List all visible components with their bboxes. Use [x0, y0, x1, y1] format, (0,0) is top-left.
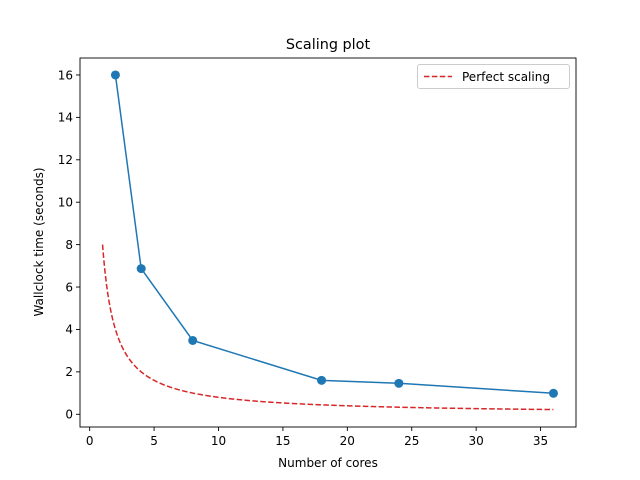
y-tick-label: 0	[65, 408, 73, 422]
perfect-scaling-line	[101, 244, 554, 411]
y-tick-label: 10	[58, 196, 73, 210]
x-axis-label: Number of cores	[278, 456, 378, 470]
x-axis-ticks: 0 5 10 15 20 25 30 35	[86, 427, 548, 448]
y-axis-label: Wallclock time (seconds)	[32, 167, 46, 316]
data-point-marker	[548, 388, 558, 398]
axes-border	[79, 57, 577, 428]
x-tick-label: 35	[533, 434, 548, 448]
x-tick-label: 25	[404, 434, 419, 448]
y-tick-label: 2	[65, 365, 73, 379]
x-tick-label: 30	[469, 434, 484, 448]
x-tick-label: 0	[86, 434, 94, 448]
data-point-marker	[136, 264, 146, 274]
legend-label: Perfect scaling	[462, 70, 550, 84]
y-axis-ticks: 0 2 4 6 8 10 12 14 16	[58, 68, 80, 422]
data-point-marker	[317, 375, 327, 385]
axes-frame	[79, 57, 577, 428]
plot-area	[80, 58, 576, 427]
y-tick-label: 6	[65, 280, 73, 294]
plot-background	[80, 58, 576, 427]
legend: Perfect scaling	[417, 64, 570, 89]
legend-box	[417, 64, 570, 89]
y-tick-label: 14	[58, 111, 73, 125]
y-tick-label: 12	[58, 153, 73, 167]
x-tick-label: 10	[211, 434, 226, 448]
measured-series-line	[110, 70, 558, 398]
chart-title: Scaling plot	[286, 37, 371, 53]
data-point-marker	[188, 335, 198, 345]
chart-title-text: Scaling plot	[286, 37, 371, 53]
x-tick-label: 5	[150, 434, 158, 448]
x-tick-label: 20	[340, 434, 355, 448]
y-tick-label: 4	[65, 323, 73, 337]
x-tick-label: 15	[275, 434, 290, 448]
measured-path	[114, 74, 554, 395]
y-tick-label: 16	[58, 68, 73, 82]
y-tick-label: 8	[65, 238, 73, 252]
perfect-scaling-path	[101, 244, 554, 411]
data-point-marker	[110, 70, 120, 80]
data-point-marker	[394, 378, 404, 388]
